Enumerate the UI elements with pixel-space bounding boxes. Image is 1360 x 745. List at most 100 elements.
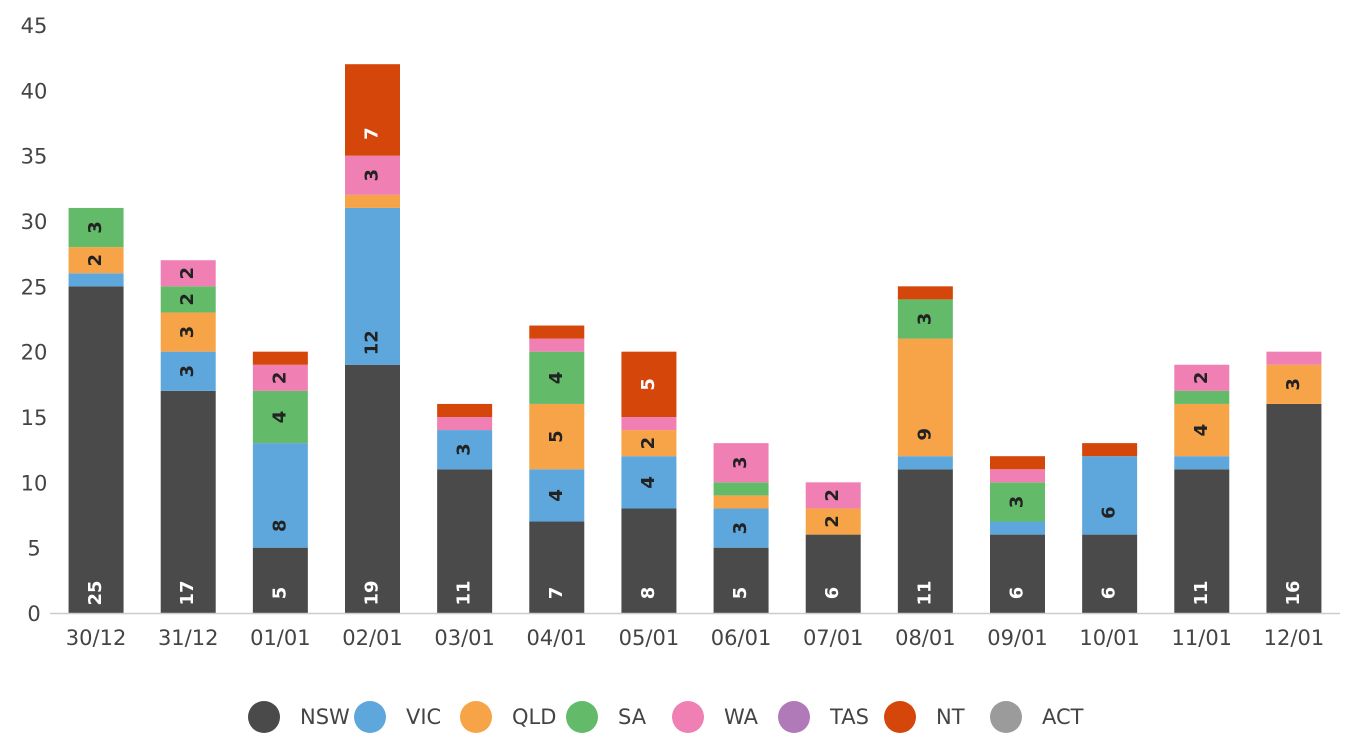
- bar-segment-nsw: [897, 469, 953, 613]
- bar-segment-qld: [68, 247, 124, 274]
- bar-segment-nsw: [805, 534, 861, 613]
- data-label: 2: [177, 267, 198, 280]
- legend-item-nt: NT: [884, 701, 965, 733]
- bar-segment-qld: [1266, 364, 1322, 404]
- data-label: 25: [85, 580, 106, 605]
- y-tick-label: 5: [27, 537, 40, 561]
- y-tick-label: 35: [21, 145, 48, 169]
- data-label: 3: [730, 456, 751, 469]
- bar-segment-nsw: [437, 469, 493, 613]
- data-label: 4: [638, 476, 659, 489]
- legend-swatch: [354, 701, 386, 733]
- y-tick-label: 10: [21, 471, 48, 495]
- x-tick-label: 01/01: [250, 626, 311, 650]
- y-tick-label: 0: [27, 602, 40, 626]
- legend-item-wa: WA: [672, 701, 759, 733]
- bar-segment-wa: [345, 155, 400, 195]
- data-label: 6: [1099, 587, 1120, 600]
- data-label: 2: [1191, 372, 1212, 385]
- bar-segment-nsw: [713, 547, 769, 613]
- bar-segment-nsw: [1174, 469, 1230, 613]
- data-label: 12: [362, 330, 383, 355]
- x-tick-label: 30/12: [66, 626, 127, 650]
- y-tick-label: 20: [21, 341, 48, 365]
- bar-segment-vic: [1082, 456, 1138, 535]
- data-label: 11: [454, 580, 475, 605]
- bar-segment-vic: [345, 207, 400, 365]
- bar-segment-vic: [252, 443, 308, 548]
- bar-segment-nt: [621, 351, 677, 417]
- data-label: 3: [1283, 378, 1304, 391]
- bar-segment-sa: [68, 207, 124, 248]
- bar-segment-vic: [713, 508, 769, 548]
- bar-segment-sa: [990, 482, 1045, 522]
- bar-segment-nt: [437, 403, 493, 417]
- bar-segment-vic: [621, 456, 677, 509]
- bar-segment-nsw: [1082, 534, 1138, 613]
- bar-segment-sa: [713, 482, 769, 496]
- bar-segment-nsw: [160, 390, 216, 613]
- data-label: 17: [177, 580, 198, 605]
- data-label: 2: [822, 489, 843, 502]
- data-label: 11: [1191, 580, 1212, 605]
- y-axis: 0 5 10 15 20 25 30 35 40 45: [21, 14, 48, 626]
- legend-label: ACT: [1042, 705, 1084, 729]
- x-axis: 30/12 31/12 01/01 02/01 03/01 04/01 05/01 06/01…: [50, 612, 1340, 650]
- legend-label: SA: [618, 705, 647, 729]
- x-tick-label: 12/01: [1264, 626, 1325, 650]
- y-tick-label: 25: [21, 275, 48, 299]
- legend-swatch: [884, 701, 916, 733]
- data-label: 5: [638, 378, 659, 391]
- bar-segment-vic: [437, 430, 493, 470]
- y-tick-label: 30: [21, 210, 48, 234]
- bar-segment-wa: [1266, 351, 1322, 365]
- x-tick-label: 09/01: [987, 626, 1048, 650]
- legend: NSW VIC QLD SA WA TAS NT ACT: [248, 701, 1084, 733]
- data-label: 6: [1099, 506, 1120, 519]
- legend-swatch: [248, 701, 280, 733]
- bar-segment-nsw: [68, 286, 124, 613]
- data-label: 5: [269, 587, 290, 600]
- x-tick-label: 06/01: [711, 626, 772, 650]
- x-tick-label: 31/12: [158, 626, 219, 650]
- legend-swatch: [778, 701, 810, 733]
- legend-label: WA: [724, 705, 759, 729]
- x-tick-label: 08/01: [895, 626, 956, 650]
- y-tick-label: 40: [21, 79, 48, 103]
- bar-segment-nt: [345, 64, 400, 156]
- x-tick-label: 04/01: [527, 626, 588, 650]
- y-tick-label: 15: [21, 406, 48, 430]
- data-label: 11: [914, 580, 935, 605]
- data-label: 3: [730, 522, 751, 535]
- data-label: 2: [638, 437, 659, 450]
- legend-label: NSW: [300, 705, 350, 729]
- bar-segment-nt: [529, 325, 585, 339]
- x-tick-label: 10/01: [1079, 626, 1140, 650]
- bar-segment-wa: [1174, 364, 1230, 391]
- data-label: 2: [822, 515, 843, 528]
- x-tick-label: 11/01: [1172, 626, 1233, 650]
- bar-segment-qld: [713, 495, 769, 509]
- data-label: 3: [362, 169, 383, 182]
- data-label: 2: [269, 372, 290, 385]
- data-label: 4: [546, 372, 567, 385]
- data-label: 2: [177, 293, 198, 306]
- bar-segment-qld: [805, 508, 861, 535]
- bar-segment-qld: [1174, 403, 1230, 457]
- data-label: 2: [85, 254, 106, 267]
- x-tick-label: 02/01: [342, 626, 403, 650]
- legend-item-qld: QLD: [460, 701, 556, 733]
- data-label: 3: [85, 221, 106, 234]
- data-label: 7: [362, 127, 383, 140]
- bar-segment-wa: [805, 482, 861, 509]
- bar-segment-vic: [1174, 456, 1230, 470]
- bar-segment-nsw: [1266, 403, 1322, 613]
- bar-segment-wa: [621, 417, 677, 431]
- legend-swatch: [672, 701, 704, 733]
- bar-segment-vic: [160, 351, 216, 391]
- data-label: 9: [914, 428, 935, 441]
- bar-segment-nsw: [345, 364, 400, 613]
- data-label: 3: [1007, 496, 1028, 509]
- bar-segment-vic: [897, 456, 953, 470]
- x-tick-label: 03/01: [434, 626, 495, 650]
